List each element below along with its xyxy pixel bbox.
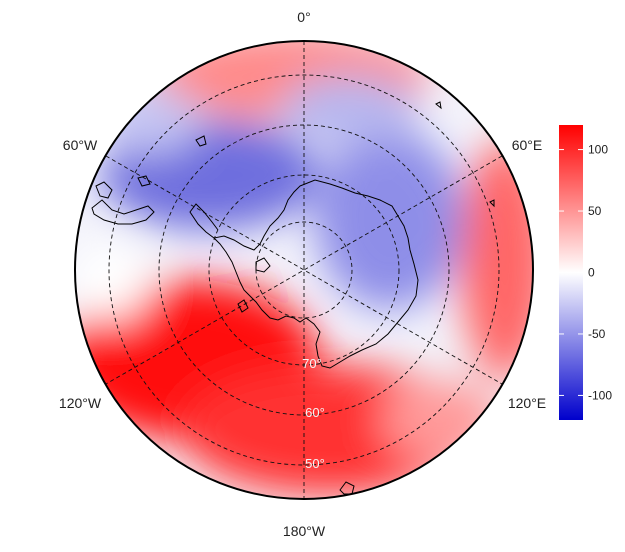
colorbar-tick-label: 100	[588, 143, 608, 157]
latitude-circle-50	[108, 74, 500, 466]
longitude-label-upper-left: 60°W	[63, 137, 98, 153]
colorbar-tick-label: 50	[588, 204, 602, 218]
colorbar: 100 50 0 -50 -100	[559, 125, 612, 420]
longitude-label-upper-right: 60°E	[512, 137, 543, 153]
longitude-label-bottom: 180°W	[283, 523, 326, 539]
latitude-label-70: 70°	[302, 356, 322, 371]
colorbar-tick-label: 0	[588, 266, 595, 280]
map-boundary	[74, 40, 534, 500]
longitude-label-lower-left: 120°W	[59, 395, 102, 411]
antarctica-coastline	[91, 101, 495, 495]
colorbar-tick-label: -100	[588, 388, 612, 402]
longitude-label-lower-right: 120°E	[508, 395, 546, 411]
colorbar-tick-label: -50	[588, 327, 606, 341]
anomaly-field	[75, 41, 533, 499]
meridian-60w-120e	[105, 155, 503, 385]
latitude-label-60: 60°	[305, 405, 325, 420]
meridian-60e-120w	[105, 155, 503, 385]
latitude-label-50: 50°	[305, 456, 325, 471]
longitude-label-top: 0°	[297, 9, 310, 25]
graticule	[105, 41, 503, 499]
colorbar-ticks: 100 50 0 -50 -100	[559, 143, 612, 402]
